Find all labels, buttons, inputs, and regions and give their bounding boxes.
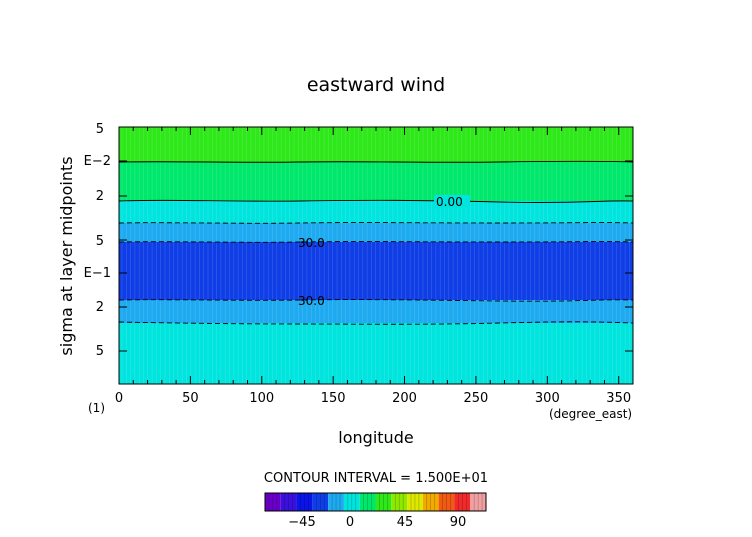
x-tick-label: 0	[115, 391, 123, 406]
contour-line-15	[118, 160, 634, 163]
colorbar	[264, 492, 487, 512]
y-axis-label: sigma at layer midpoints	[57, 156, 76, 355]
colorbar-tick-label: 90	[450, 515, 467, 530]
colorbar-tick-labels: −45 0 45 90	[288, 515, 466, 530]
colorbar-swatch	[454, 493, 471, 511]
contour-bands	[119, 127, 633, 384]
colorbar-swatch	[328, 493, 344, 511]
colorbar-swatch	[375, 493, 392, 511]
contour-line-0	[118, 199, 634, 204]
y-tick-label: 2	[96, 189, 104, 204]
colorbar-swatch	[312, 493, 329, 511]
contour-label-0: 0.00	[436, 195, 463, 209]
x-tick-label: 350	[606, 391, 631, 406]
contour-band	[119, 162, 633, 201]
colorbar-swatch	[359, 493, 376, 511]
contour-label-30-lower: 30.0	[298, 294, 325, 308]
contour-line-neg15-lower	[118, 321, 634, 325]
colorbar-swatch	[296, 493, 313, 511]
x-unit-label: (degree_east)	[549, 407, 632, 421]
contour-label-30-upper: 30.0	[298, 236, 325, 250]
x-tick-label: 300	[535, 391, 560, 406]
colorbar-swatch	[391, 493, 408, 511]
y-tick-label: 2	[96, 300, 104, 315]
x-axis-label: longitude	[338, 428, 413, 447]
x-tick-label: 200	[392, 391, 417, 406]
contour-band	[119, 323, 633, 384]
colorbar-swatch	[265, 493, 281, 511]
y-tick-label: E−1	[84, 266, 111, 281]
contour-band	[119, 300, 633, 323]
contour-lines	[118, 160, 634, 325]
chart-title: eastward wind	[307, 74, 445, 96]
colorbar-swatch	[343, 493, 360, 511]
x-tick-labels: 0 50 100 150 200 250 300 350	[115, 391, 631, 406]
colorbar-tick-label: 0	[346, 515, 354, 530]
contour-band	[119, 223, 633, 242]
frame-ticks	[118, 126, 633, 384]
y-tick-label: 5	[96, 122, 104, 137]
colorbar-tick-label: −45	[288, 515, 315, 530]
contour-band	[119, 242, 633, 300]
y-tick-labels: 5 E−2 2 5 E−1 2 5	[84, 122, 111, 359]
contour-line-neg30-lower	[118, 299, 634, 302]
colorbar-swatch	[280, 493, 297, 511]
y-tick-label: 5	[96, 344, 104, 359]
x-tick-label: 100	[249, 391, 274, 406]
colorbar-swatch	[438, 493, 455, 511]
grid-stripes	[121, 127, 630, 384]
x-tick-label: 50	[182, 391, 199, 406]
x-tick-label: 150	[321, 391, 346, 406]
contour-label-bg	[434, 195, 470, 208]
colorbar-swatch	[407, 493, 423, 511]
y-corner-label: (1)	[88, 401, 105, 415]
colorbar-swatch	[422, 493, 439, 511]
colorbar-frame	[264, 492, 487, 512]
colorbar-tick-label: 45	[397, 515, 414, 530]
y-tick-label: 5	[96, 234, 104, 249]
x-tick-label: 250	[464, 391, 489, 406]
colorbar-swatch	[470, 493, 486, 511]
contour-line-neg15-upper	[118, 222, 634, 224]
contour-band	[119, 201, 633, 223]
y-tick-label: E−2	[84, 154, 111, 169]
contour-interval-text: CONTOUR INTERVAL = 1.500E+01	[264, 471, 488, 486]
contour-line-neg30-upper	[118, 241, 634, 243]
